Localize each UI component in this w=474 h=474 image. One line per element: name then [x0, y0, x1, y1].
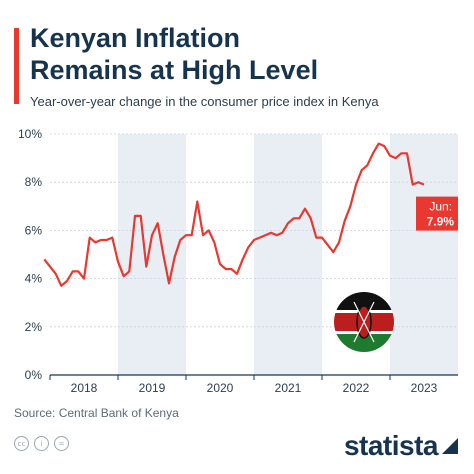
x-tick-label: 2019 — [139, 381, 166, 395]
annotation-box — [416, 196, 458, 231]
inflation-series-line — [43, 142, 425, 287]
statista-logo: statista — [344, 430, 458, 462]
year-band-2021 — [254, 134, 322, 375]
kenya-flag-icon — [334, 292, 394, 352]
y-tick-label: 2% — [25, 320, 43, 334]
y-tick-label: 6% — [25, 223, 43, 237]
title-line-2: Remains at High Level — [30, 55, 319, 85]
x-tick-label: 2023 — [411, 381, 438, 395]
y-tick-label: 4% — [25, 272, 43, 286]
y-tick-label: 0% — [25, 368, 43, 382]
person-icon: i — [34, 436, 49, 451]
y-tick-label: 8% — [25, 175, 43, 189]
annotation-value: 7.9% — [427, 215, 455, 229]
y-tick-label: 10% — [18, 127, 42, 141]
brand-name: statista — [343, 430, 439, 461]
source-note: Source: Central Bank of Kenya — [14, 406, 179, 420]
title-accent-bar — [14, 28, 19, 104]
license-icons: cc i = — [14, 436, 69, 451]
equals-icon: = — [54, 436, 69, 451]
annotation-month: Jun: — [429, 200, 452, 214]
x-tick-label: 2020 — [207, 381, 234, 395]
brand-mark-icon — [442, 438, 458, 454]
x-tick-label: 2022 — [343, 381, 370, 395]
x-tick-label: 2021 — [275, 381, 302, 395]
x-tick-label: 2018 — [71, 381, 98, 395]
title-line-1: Kenyan Inflation — [30, 23, 241, 53]
year-band-2023 — [390, 134, 458, 375]
chart-subtitle: Year-over-year change in the consumer pr… — [30, 94, 379, 109]
cc-icon: cc — [14, 436, 29, 451]
page-title: Kenyan Inflation Remains at High Level — [30, 22, 450, 86]
